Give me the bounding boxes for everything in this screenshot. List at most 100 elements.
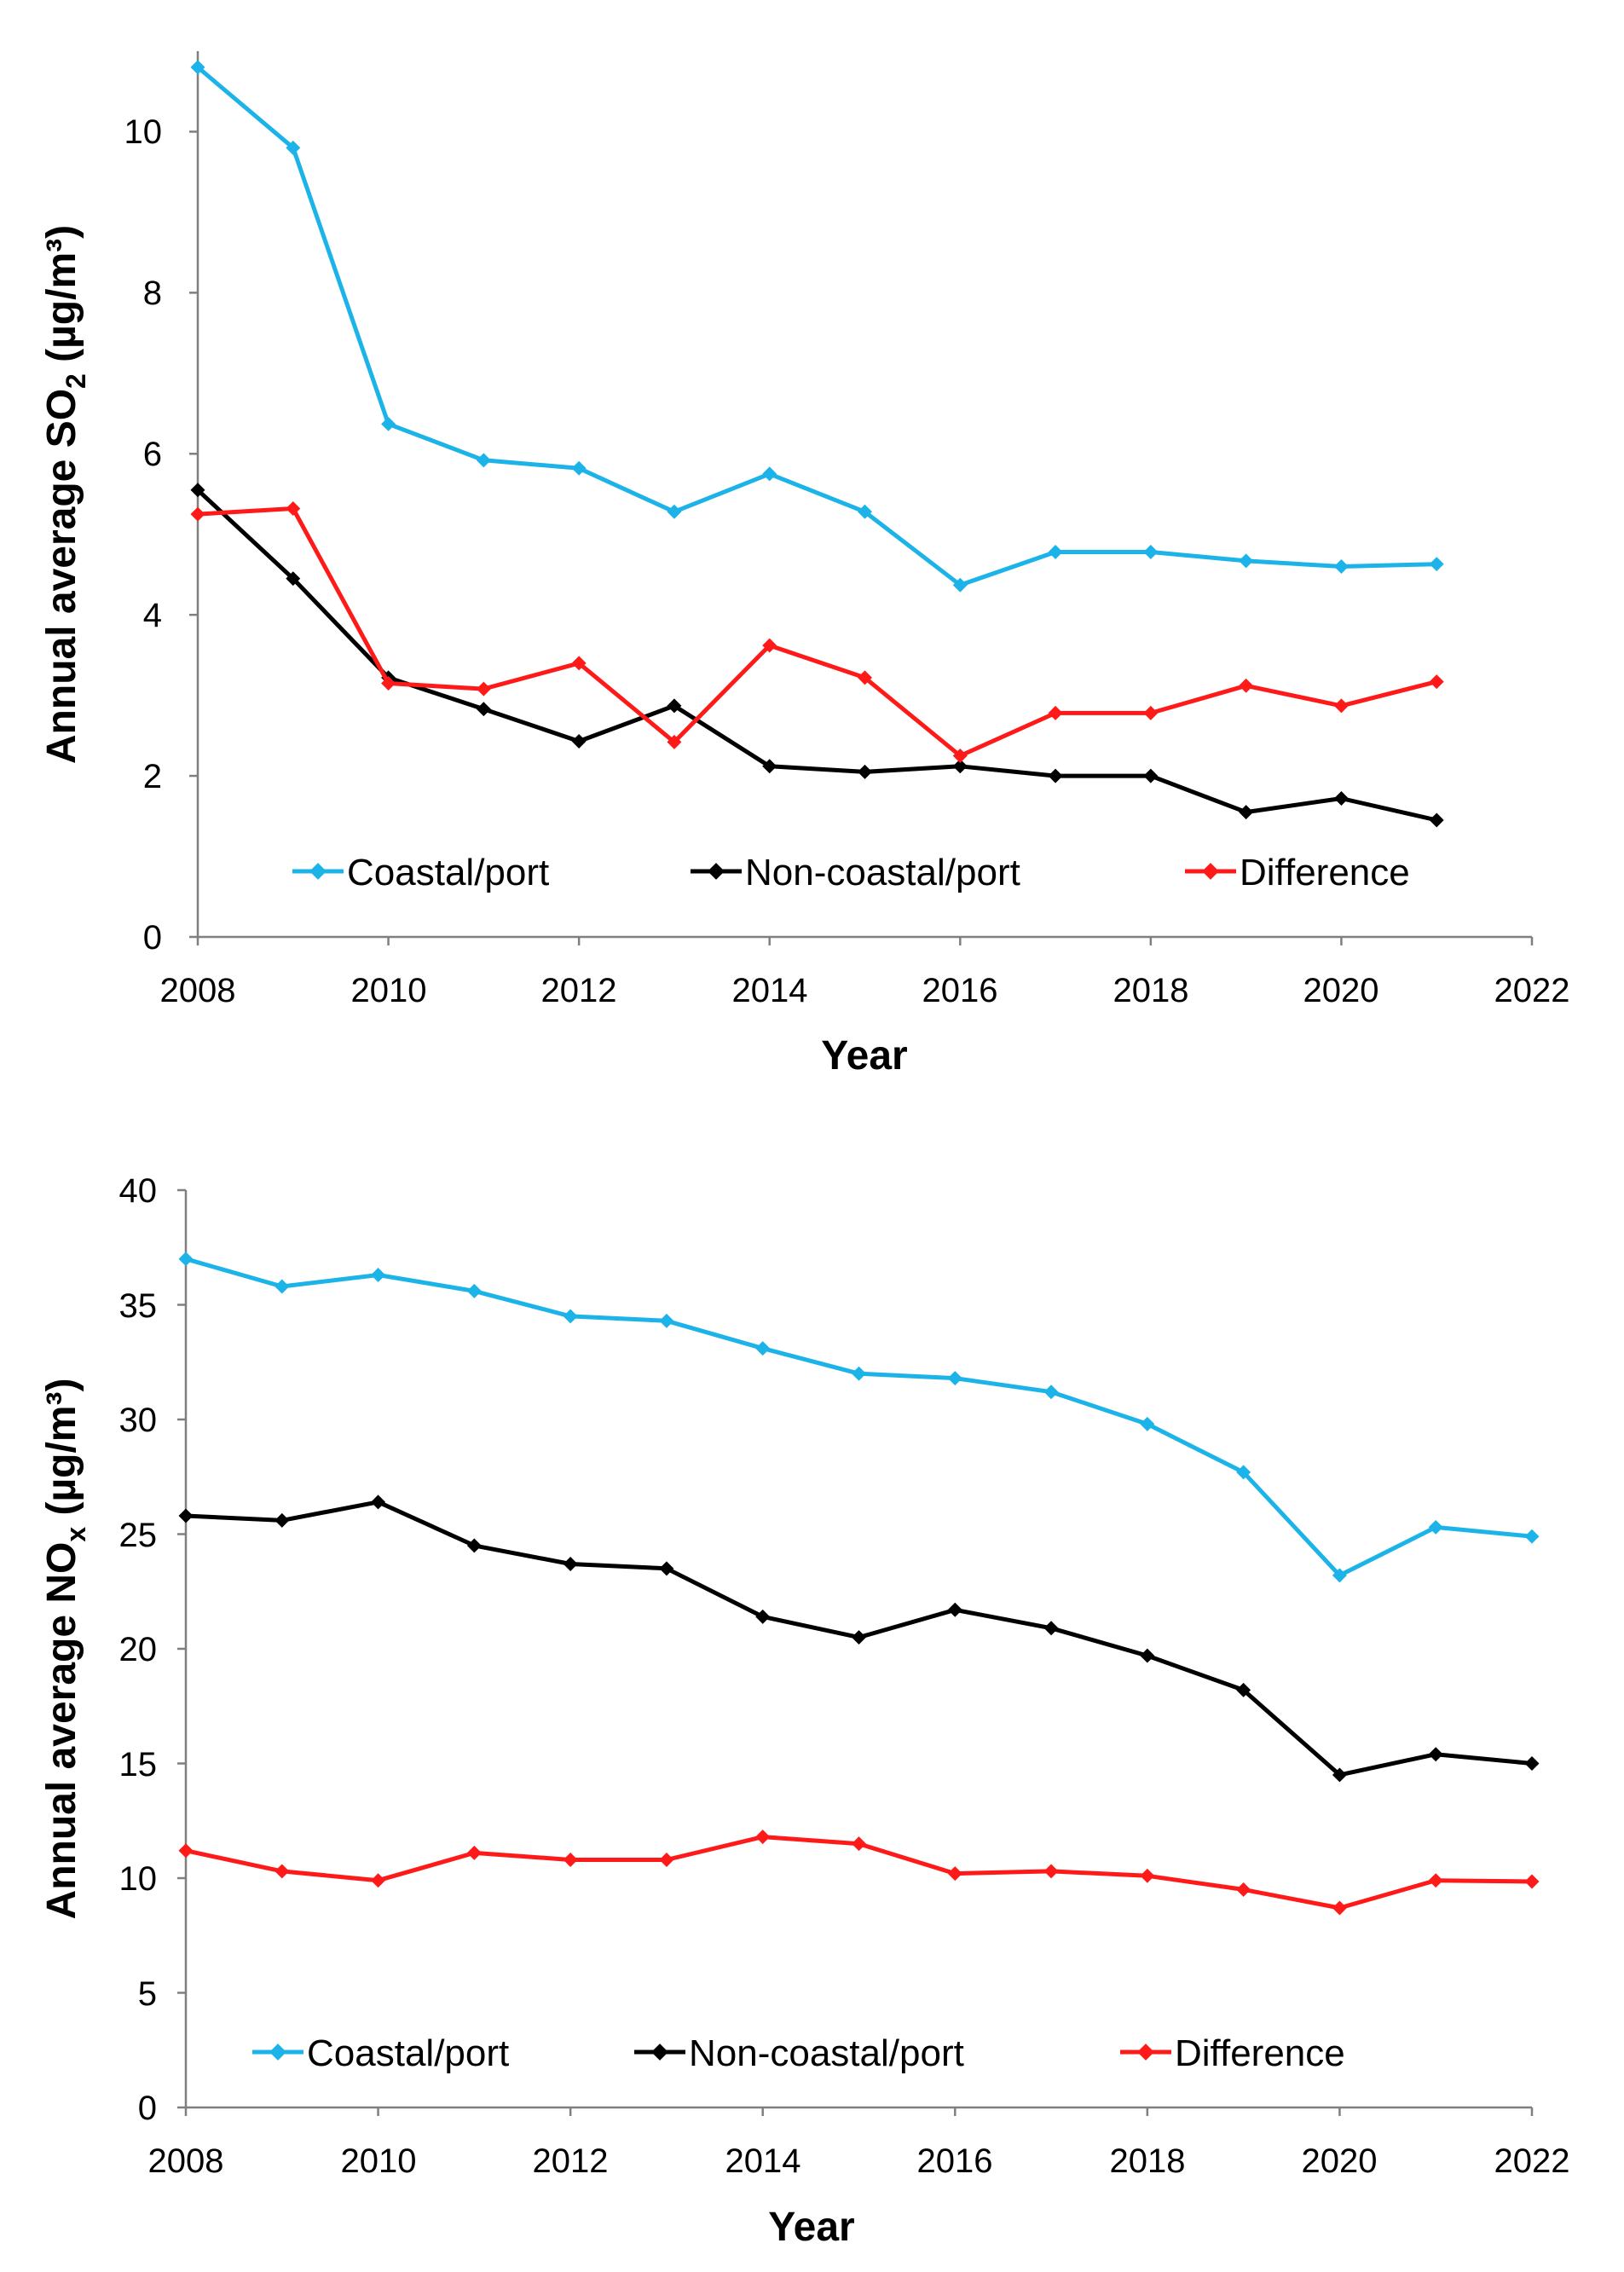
nox-x-ticks: 2008 2010 2012 2014 2016 2018 2020 2022 xyxy=(148,2142,1570,2180)
nox-y-tick-label: 10 xyxy=(119,1860,158,1898)
nox-y-tick-label: 40 xyxy=(119,1172,158,1210)
so2-legend-item: Difference xyxy=(1185,852,1410,893)
nox-data-point-coastal-port xyxy=(1428,1519,1443,1535)
so2-x-ticks: 2008 2010 2012 2014 2016 2018 2020 2022 xyxy=(160,972,1570,1009)
nox-y-tick-label: 5 xyxy=(138,1975,157,2013)
nox-legend-label: Coastal/port xyxy=(307,2032,509,2074)
so2-y-ticks: 0 2 4 6 8 10 xyxy=(124,113,163,957)
nox-y-tick-label: 0 xyxy=(138,2090,157,2127)
nox-chart: 0 5 10 15 20 25 30 35 40 2008 2010 2012 … xyxy=(39,1172,1569,2250)
so2-data-point-difference xyxy=(1048,705,1063,720)
nox-data-point-difference xyxy=(1428,1873,1443,1888)
nox-y-tick-label: 20 xyxy=(119,1631,158,1668)
so2-legend-label: Coastal/port xyxy=(347,852,549,893)
nox-data-point-non-coastal-port xyxy=(178,1508,194,1523)
so2-legend: Coastal/port Non-coastal/port Difference xyxy=(292,852,1410,893)
so2-data-point-non-coastal-port xyxy=(1048,768,1063,783)
so2-data-point-non-coastal-port xyxy=(952,759,968,774)
so2-data-point-non-coastal-port xyxy=(762,759,777,774)
so2-plot-area xyxy=(190,60,1444,828)
so2-data-point-coastal-port xyxy=(1048,545,1063,559)
nox-y-tick-label: 35 xyxy=(119,1287,158,1325)
nox-data-point-difference xyxy=(1140,1868,1155,1883)
nox-x-tick-label: 2012 xyxy=(533,2142,609,2180)
so2-data-point-difference xyxy=(952,748,968,763)
so2-x-tick-label: 2022 xyxy=(1494,972,1570,1009)
so2-data-point-coastal-port xyxy=(286,140,301,155)
so2-data-point-difference xyxy=(1143,705,1159,720)
so2-data-point-non-coastal-port xyxy=(286,571,301,587)
nox-data-point-difference xyxy=(1524,1874,1540,1889)
nox-data-point-difference xyxy=(947,1866,962,1882)
nox-data-point-non-coastal-port xyxy=(1332,1767,1347,1783)
so2-x-tick-label: 2012 xyxy=(541,972,617,1009)
nox-legend-item: Coastal/port xyxy=(252,2032,509,2074)
so2-data-point-coastal-port xyxy=(952,577,968,593)
so2-data-point-difference xyxy=(1239,678,1254,693)
nox-data-point-non-coastal-port xyxy=(1524,1756,1540,1771)
nox-y-tick-label: 25 xyxy=(119,1517,158,1554)
so2-x-tick-label: 2018 xyxy=(1113,972,1189,1009)
nox-y-tick-label: 15 xyxy=(119,1746,158,1783)
nox-data-point-non-coastal-port xyxy=(659,1561,674,1576)
so2-legend-marker xyxy=(708,863,725,880)
so2-data-point-non-coastal-port xyxy=(858,764,872,779)
so2-series-line-difference xyxy=(197,506,1437,758)
so2-data-point-non-coastal-port xyxy=(1429,812,1444,828)
nox-data-point-non-coastal-port xyxy=(1140,1648,1155,1663)
so2-data-point-coastal-port xyxy=(571,460,587,476)
so2-legend-marker xyxy=(309,863,327,880)
nox-data-point-coastal-port xyxy=(659,1313,674,1328)
nox-data-point-coastal-port xyxy=(1043,1385,1059,1400)
nox-data-point-coastal-port xyxy=(1332,1568,1347,1583)
nox-data-point-non-coastal-port xyxy=(755,1609,771,1624)
so2-data-point-coastal-port xyxy=(476,453,491,468)
so2-data-point-coastal-port xyxy=(381,416,396,431)
nox-legend-label: Difference xyxy=(1175,2032,1345,2074)
so2-y-axis-title: Annual average SO2 (µg/m³) xyxy=(39,225,91,764)
so2-legend-label: Non-coastal/port xyxy=(745,852,1020,893)
nox-data-point-difference xyxy=(563,1852,578,1867)
nox-x-tick-label: 2016 xyxy=(917,2142,993,2180)
nox-data-point-non-coastal-port xyxy=(371,1494,386,1510)
nox-y-axis-title-main: Annual average NO xyxy=(39,1542,84,1920)
so2-data-point-coastal-port xyxy=(1239,553,1254,569)
so2-data-point-difference xyxy=(476,681,491,697)
so2-data-point-difference xyxy=(858,670,872,685)
nox-y-axis-title-subscript: x xyxy=(61,1527,91,1542)
so2-legend-label: Difference xyxy=(1240,852,1410,893)
so2-y-axis-title-main: Annual average SO xyxy=(39,389,84,764)
nox-data-point-difference xyxy=(1236,1882,1251,1897)
so2-data-point-non-coastal-port xyxy=(1143,768,1159,783)
nox-x-tick-label: 2014 xyxy=(725,2142,801,2180)
nox-legend: Coastal/port Non-coastal/port Difference xyxy=(252,2032,1345,2074)
nox-x-axis-title: Year xyxy=(768,2205,854,2250)
nox-data-point-non-coastal-port xyxy=(852,1630,866,1645)
so2-y-tick-label: 10 xyxy=(124,113,163,151)
nox-data-point-coastal-port xyxy=(563,1309,578,1324)
nox-data-point-coastal-port xyxy=(466,1283,482,1298)
nox-x-tick-label: 2008 xyxy=(148,2142,224,2180)
nox-series-line-coastal-port xyxy=(185,1257,1533,1578)
so2-data-point-coastal-port xyxy=(762,466,777,482)
nox-data-point-coastal-port xyxy=(1236,1465,1251,1480)
nox-data-point-coastal-port xyxy=(178,1252,194,1267)
so2-axes xyxy=(196,51,1532,939)
nox-data-point-non-coastal-port xyxy=(466,1538,482,1553)
so2-data-point-non-coastal-port xyxy=(476,702,491,717)
so2-data-point-non-coastal-port xyxy=(571,733,587,749)
nox-data-point-difference xyxy=(755,1830,771,1845)
nox-data-point-non-coastal-port xyxy=(1236,1682,1251,1697)
so2-x-tick-label: 2016 xyxy=(922,972,998,1009)
so2-data-point-difference xyxy=(667,734,682,749)
so2-data-point-difference xyxy=(381,675,396,691)
so2-data-point-coastal-port xyxy=(1333,559,1349,574)
nox-legend-item: Non-coastal/port xyxy=(634,2032,964,2074)
nox-x-tick-label: 2018 xyxy=(1110,2142,1186,2180)
so2-data-point-coastal-port xyxy=(190,60,205,75)
nox-legend-item: Difference xyxy=(1120,2032,1345,2074)
so2-x-tick-label: 2010 xyxy=(351,972,427,1009)
so2-legend-item: Non-coastal/port xyxy=(691,852,1020,893)
nox-x-tick-label: 2020 xyxy=(1302,2142,1378,2180)
